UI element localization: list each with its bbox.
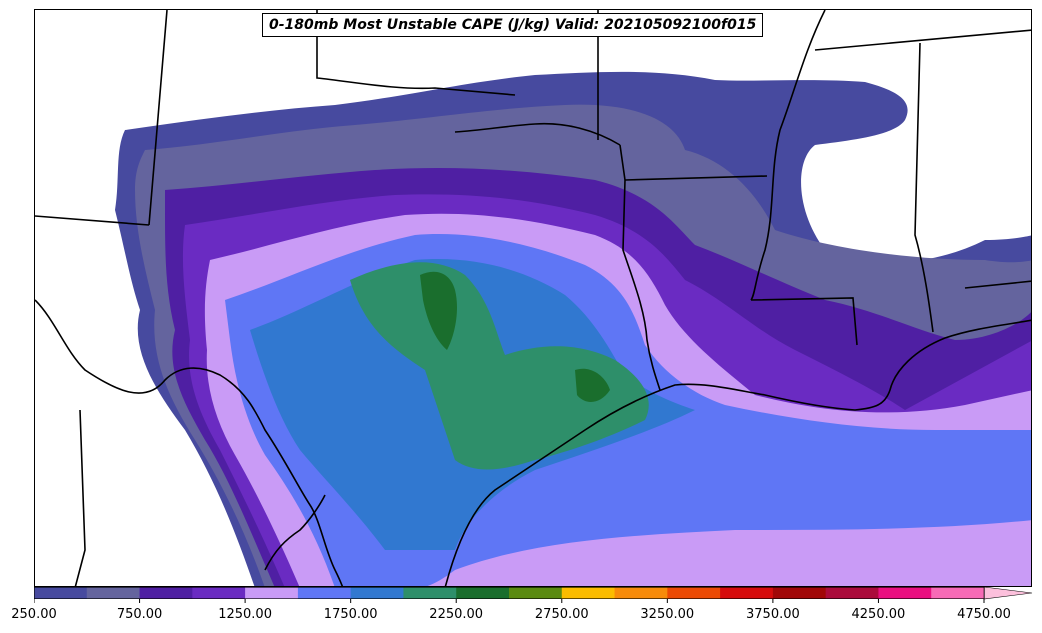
colorbar-segment (245, 587, 299, 599)
colorbar-tick-label: 250.00 (11, 607, 57, 622)
colorbar (34, 587, 1033, 603)
border-tx-la (619, 144, 661, 391)
colorbar-segment (509, 587, 563, 599)
colorbar-segment (667, 587, 721, 599)
colorbar-tick-label: 4250.00 (851, 607, 906, 622)
colorbar-tick-label: 4750.00 (957, 607, 1011, 622)
boundaries (35, 10, 1031, 586)
cape-band-2000 (350, 262, 649, 470)
cape-shading (115, 71, 1031, 586)
border-north-ms (814, 29, 1031, 51)
border-nm-tx (148, 10, 168, 226)
colorbar-tick-label: 3250.00 (640, 607, 695, 622)
mississippi-river (750, 10, 826, 301)
colorbar-tick-label: 2750.00 (534, 607, 589, 622)
border-la-ms (750, 297, 858, 346)
colorbar-segment (350, 587, 404, 599)
border-tx-panhandle-north (35, 215, 150, 226)
cape-band-2250 (420, 271, 610, 402)
colorbar-segment (720, 587, 774, 599)
map-title: 0-180mb Most Unstable CAPE (J/kg) Valid:… (262, 13, 764, 37)
map-panel (34, 9, 1032, 587)
colorbar-outline (34, 587, 985, 599)
colorbar-tick-label: 2250.00 (429, 607, 484, 622)
colorbar-segment (456, 587, 510, 599)
rio-grande (35, 299, 344, 586)
border-ar-south (624, 175, 768, 181)
border-al-fl (964, 280, 1031, 289)
colorbar-segment (561, 587, 616, 599)
colorbar-segment (86, 587, 141, 599)
colorbar-tick-label: 750.00 (116, 607, 163, 622)
colorbar-segment (192, 587, 246, 599)
colorbar-segment (403, 587, 457, 599)
colorbar-segment (772, 587, 827, 599)
colorbar-segment (931, 587, 985, 599)
colorbar-tick-label: 3750.00 (746, 607, 800, 622)
border-ms-al (914, 42, 934, 333)
colorbar-segment (878, 587, 932, 599)
colorbar-segment (825, 587, 879, 599)
colorbar-tick-label: 1750.00 (323, 607, 378, 622)
colorbar-segment (139, 587, 193, 599)
cape-field-map (35, 10, 1031, 586)
colorbar-tick-label: 1250.00 (218, 607, 272, 622)
colorbar-segment (297, 587, 352, 599)
colorbar-segment (34, 587, 88, 599)
colorbar-segment (614, 587, 668, 599)
colorbar-extend-arrow (983, 587, 1033, 600)
mexico-coast (264, 494, 326, 571)
border-ok-north (316, 10, 516, 96)
mexico-border-west (74, 409, 86, 586)
gulf-coastline (444, 319, 1031, 586)
